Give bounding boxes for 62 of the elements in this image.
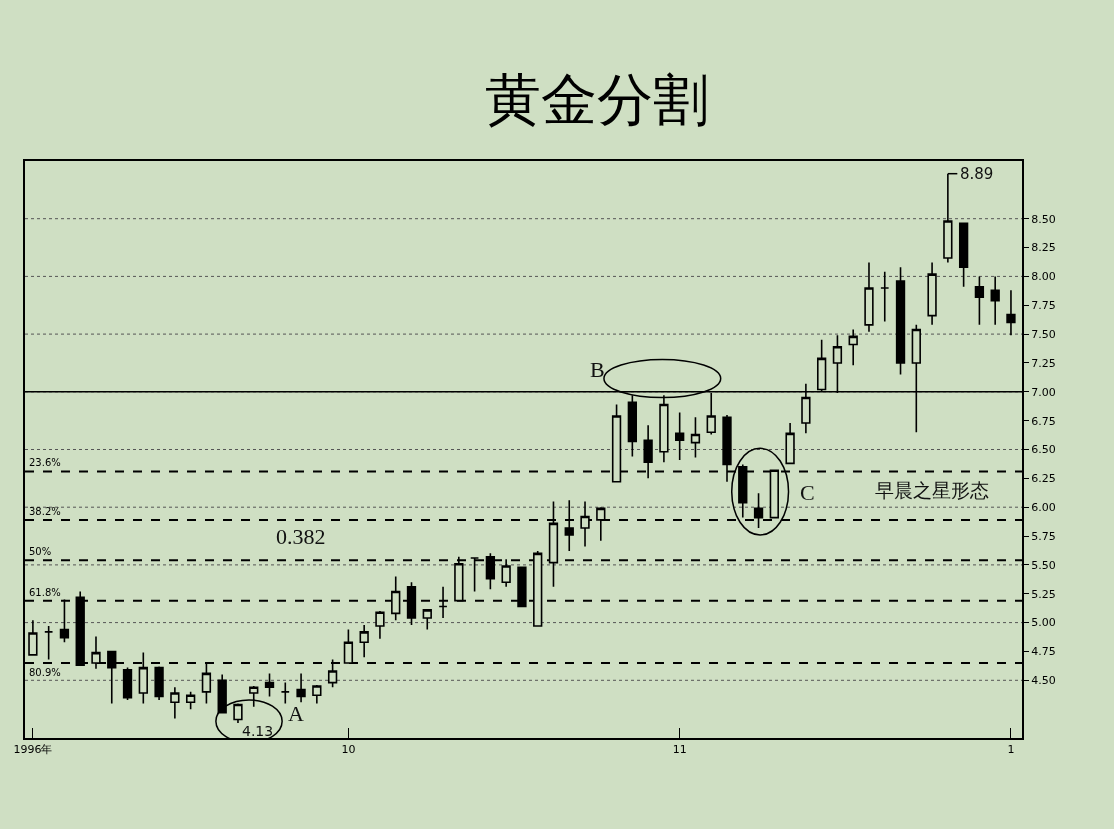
annotation: 0.382 [276,524,326,549]
candlestick [264,672,275,698]
annotation: 50% [29,546,52,557]
candlestick [675,411,685,461]
y-tick-label: 4.50 [1031,674,1056,688]
candlestick [280,681,290,705]
y-tick-label: 4.75 [1031,645,1056,659]
candlestick [375,610,385,640]
y-tick-label: 5.50 [1031,558,1056,572]
candlestick [170,686,180,720]
candlestick [848,328,858,367]
annotation: 80.9% [29,667,61,678]
x-tick-label: 1 [1007,743,1015,757]
annotation: 38.2% [29,506,61,517]
annotation: C [800,480,815,505]
candlestick [28,619,38,656]
annotation: 61.8% [29,587,61,598]
candlestick [990,275,1000,326]
candlestick [296,672,306,704]
y-tick-label: 6.50 [1031,443,1056,457]
candlestick [864,261,874,333]
y-tick-label: 7.25 [1031,356,1056,370]
y-tick-label: 8.00 [1031,270,1056,284]
candlestick [154,665,164,701]
candlestick [359,624,369,659]
candlestick [690,416,701,459]
y-tick-label: 8.50 [1031,212,1056,226]
candlestick [1006,289,1016,337]
annotation: A [288,701,304,726]
candlestick [880,270,890,323]
y-tick-label: 7.00 [1031,385,1056,399]
x-tick-label: 1996年 [13,743,53,757]
y-tick-label: 6.25 [1031,472,1056,486]
y-tick-label: 6.00 [1031,501,1056,515]
candlestick [501,558,511,588]
candlestick [958,222,969,288]
y-tick-label: 5.00 [1031,616,1056,630]
y-tick-label: 6.75 [1031,414,1056,428]
x-tick-label: 10 [341,743,356,757]
candlestick [895,266,906,376]
candlestick [753,492,764,529]
candlestick [943,172,953,264]
candlestick [422,609,432,631]
annotation: 早晨之星形态 [875,479,989,501]
x-tick-label: 11 [672,743,687,757]
candlestick [122,666,133,701]
candlestick [974,275,985,326]
candlestick [785,422,795,465]
annotation: B [590,357,605,382]
y-tick-label: 5.25 [1031,587,1056,601]
y-tick-label: 7.75 [1031,299,1056,313]
y-tick-label: 8.25 [1031,241,1056,255]
candlestick [233,702,243,724]
candlestick [927,261,937,326]
y-tick-label: 7.50 [1031,327,1056,341]
y-tick-label: 5.75 [1031,529,1056,543]
candlestick [44,625,54,661]
annotation: 8.89 [960,165,994,183]
annotation: 4.13 [242,723,274,739]
annotation: 23.6% [29,457,61,468]
chart-title: 黄金分割 [485,67,710,133]
candlestick [312,684,322,705]
